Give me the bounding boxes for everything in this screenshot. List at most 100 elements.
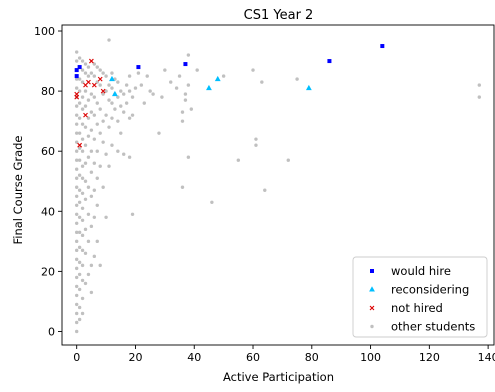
data-point-other-students	[89, 224, 94, 229]
data-point-other-students	[74, 131, 79, 135]
data-point-other-students	[77, 200, 82, 204]
data-point-other-students	[124, 101, 129, 105]
data-point-other-students	[101, 92, 105, 96]
legend-marker-not-hired	[369, 305, 375, 311]
legend-label: reconsidering	[391, 283, 469, 297]
data-point-other-students	[80, 59, 85, 63]
data-point-reconsidering	[109, 75, 115, 82]
data-point-other-students	[236, 158, 241, 162]
data-point-not-hired	[88, 58, 94, 64]
data-point-other-students	[74, 59, 79, 63]
data-point-other-students	[74, 239, 79, 244]
data-point-other-students	[163, 68, 167, 72]
legend-marker-other-students	[370, 324, 374, 329]
data-point-other-students	[83, 89, 88, 93]
data-point-would-hire	[74, 68, 79, 73]
plot-area	[74, 38, 482, 334]
legend-label: would hire	[391, 264, 451, 278]
data-point-other-students	[139, 83, 144, 87]
data-point-other-students	[80, 107, 85, 111]
data-point-other-students	[77, 230, 82, 235]
data-point-other-students	[110, 116, 114, 120]
series-not-hired	[74, 58, 106, 148]
data-point-other-students	[92, 254, 97, 259]
data-point-other-students	[180, 119, 185, 123]
data-point-other-students	[86, 98, 91, 102]
data-point-other-students	[74, 185, 79, 189]
data-point-other-students	[122, 152, 126, 156]
data-point-other-students	[77, 89, 82, 93]
x-tick-label: 20	[128, 351, 142, 364]
data-point-other-students	[110, 71, 114, 75]
data-point-other-students	[477, 83, 482, 87]
data-point-other-students	[80, 164, 85, 168]
data-point-other-students	[80, 278, 85, 283]
data-point-other-students	[80, 233, 85, 238]
data-point-not-hired	[77, 142, 83, 148]
data-point-reconsidering	[206, 84, 212, 91]
data-point-other-students	[83, 281, 88, 286]
data-point-other-students	[86, 185, 91, 189]
data-point-would-hire	[183, 62, 188, 67]
data-point-other-students	[119, 131, 123, 135]
data-point-other-students	[116, 95, 120, 99]
data-point-other-students	[104, 215, 108, 220]
data-point-other-students	[110, 143, 114, 147]
data-point-other-students	[130, 212, 135, 216]
data-point-other-students	[95, 203, 99, 207]
data-point-not-hired	[83, 112, 88, 118]
data-point-other-students	[95, 239, 99, 244]
data-point-reconsidering	[305, 84, 312, 91]
data-point-other-students	[74, 311, 79, 316]
data-point-other-students	[95, 122, 99, 126]
series-reconsidering	[109, 75, 312, 97]
data-point-other-students	[77, 77, 82, 81]
data-point-other-students	[101, 140, 105, 144]
data-point-would-hire	[74, 74, 79, 79]
data-point-other-students	[186, 83, 191, 87]
data-point-other-students	[74, 194, 79, 198]
data-point-other-students	[77, 305, 82, 310]
axis-ticks: 0 20 40 60 80 100 120 140 0 20 40 60 80 100	[34, 24, 495, 364]
data-point-other-students	[74, 140, 79, 144]
data-point-other-students	[116, 119, 120, 123]
x-tick-label: 40	[187, 351, 201, 364]
data-point-other-students	[133, 86, 138, 90]
y-axis-label: Final Course Grade	[11, 135, 25, 244]
data-point-other-students	[295, 77, 299, 81]
data-point-not-hired	[100, 88, 106, 94]
data-point-other-students	[74, 176, 79, 180]
data-point-other-students	[101, 185, 105, 189]
legend-box	[352, 256, 488, 338]
data-point-other-students	[74, 203, 79, 207]
data-point-other-students	[74, 329, 79, 334]
data-point-other-students	[77, 131, 82, 135]
data-point-other-students	[148, 89, 152, 93]
data-point-other-students	[74, 257, 79, 262]
y-tick-label: 20	[41, 265, 55, 278]
data-point-other-students	[98, 107, 102, 111]
data-point-other-students	[89, 290, 94, 295]
data-point-other-students	[77, 215, 82, 220]
data-point-other-students	[86, 212, 91, 216]
data-point-would-hire	[327, 59, 332, 64]
data-point-other-students	[74, 320, 79, 325]
x-tick-label: 120	[419, 351, 440, 364]
data-point-other-students	[80, 68, 85, 72]
data-point-other-students	[127, 116, 132, 120]
data-point-other-students	[107, 83, 111, 87]
data-point-other-students	[83, 179, 88, 183]
data-point-other-students	[74, 275, 79, 280]
data-point-other-students	[80, 176, 85, 180]
data-point-other-students	[180, 185, 185, 189]
data-point-other-students	[104, 113, 108, 117]
data-point-other-students	[92, 74, 97, 78]
data-point-other-students	[86, 134, 91, 138]
data-point-other-students	[89, 128, 94, 132]
data-point-other-students	[186, 155, 191, 159]
data-point-other-students	[74, 104, 79, 108]
plot-frame	[61, 24, 495, 346]
data-point-other-students	[104, 152, 108, 156]
data-point-other-students	[180, 110, 185, 114]
